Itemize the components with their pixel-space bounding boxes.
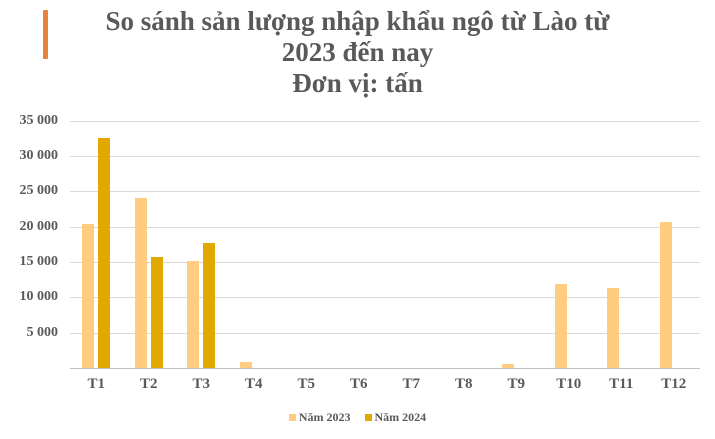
x-tick-label: T1 (87, 376, 105, 392)
legend-label: Năm 2023 (298, 410, 351, 424)
y-tick-label: 20 000 (19, 218, 59, 234)
gridline (70, 227, 700, 228)
x-tick-label: T10 (556, 376, 582, 392)
gridline (70, 191, 700, 192)
bar-t2-2023 (134, 198, 147, 368)
gridline (70, 121, 700, 122)
x-tick-label: T4 (244, 376, 263, 392)
x-tick-label: T3 (192, 376, 210, 392)
legend: Năm 2023 Năm 2024 (0, 410, 715, 425)
gridline (70, 297, 700, 298)
gridline (70, 333, 700, 334)
bar-t11-2023 (607, 288, 620, 368)
chart-title: So sánh sản lượng nhập khẩu ngô từ Lào t… (0, 6, 715, 99)
x-axis-line (70, 368, 700, 369)
legend-item: Năm 2024 (364, 410, 427, 425)
title-line-1: So sánh sản lượng nhập khẩu ngô từ Lào t… (105, 6, 610, 36)
bar-t9-2023 (502, 363, 515, 368)
legend-swatch-icon (364, 414, 372, 421)
y-tick-label: 15 000 (19, 253, 59, 269)
y-tick-label: 25 000 (19, 183, 59, 199)
bar-t1-2024 (98, 138, 111, 368)
legend-item: Năm 2023 (288, 410, 351, 425)
legend-swatch-icon (288, 414, 296, 421)
y-tick-label: 35 000 (19, 112, 59, 128)
x-tick-label: T2 (139, 376, 158, 392)
title-line-3: Đơn vị: tấn (292, 68, 423, 98)
x-tick-label: T5 (297, 376, 315, 392)
bar-t10-2023 (554, 283, 567, 368)
x-tick-label: T8 (454, 376, 473, 392)
x-tick-label: T9 (507, 376, 525, 392)
x-tick-label: T11 (609, 376, 634, 392)
bar-t1-2023 (82, 223, 95, 368)
gridline (70, 262, 700, 263)
bar-t4-2023 (239, 361, 252, 368)
x-tick-label: T6 (349, 376, 368, 392)
title-line-2: 2023 đến nay (281, 37, 434, 67)
y-tick-label: 10 000 (19, 289, 59, 305)
bar-t2-2024 (150, 256, 163, 368)
bar-t12-2023 (659, 221, 672, 368)
legend-label: Năm 2024 (374, 410, 427, 424)
x-tick-label: T12 (661, 376, 687, 392)
title-accent-bar (43, 10, 48, 59)
bar-t3-2023 (187, 261, 200, 368)
y-tick-label: 5 000 (26, 324, 59, 340)
gridline (70, 156, 700, 157)
bar-t3-2024 (203, 242, 216, 368)
x-tick-label: T7 (402, 376, 420, 392)
y-tick-label: 30 000 (19, 147, 59, 163)
